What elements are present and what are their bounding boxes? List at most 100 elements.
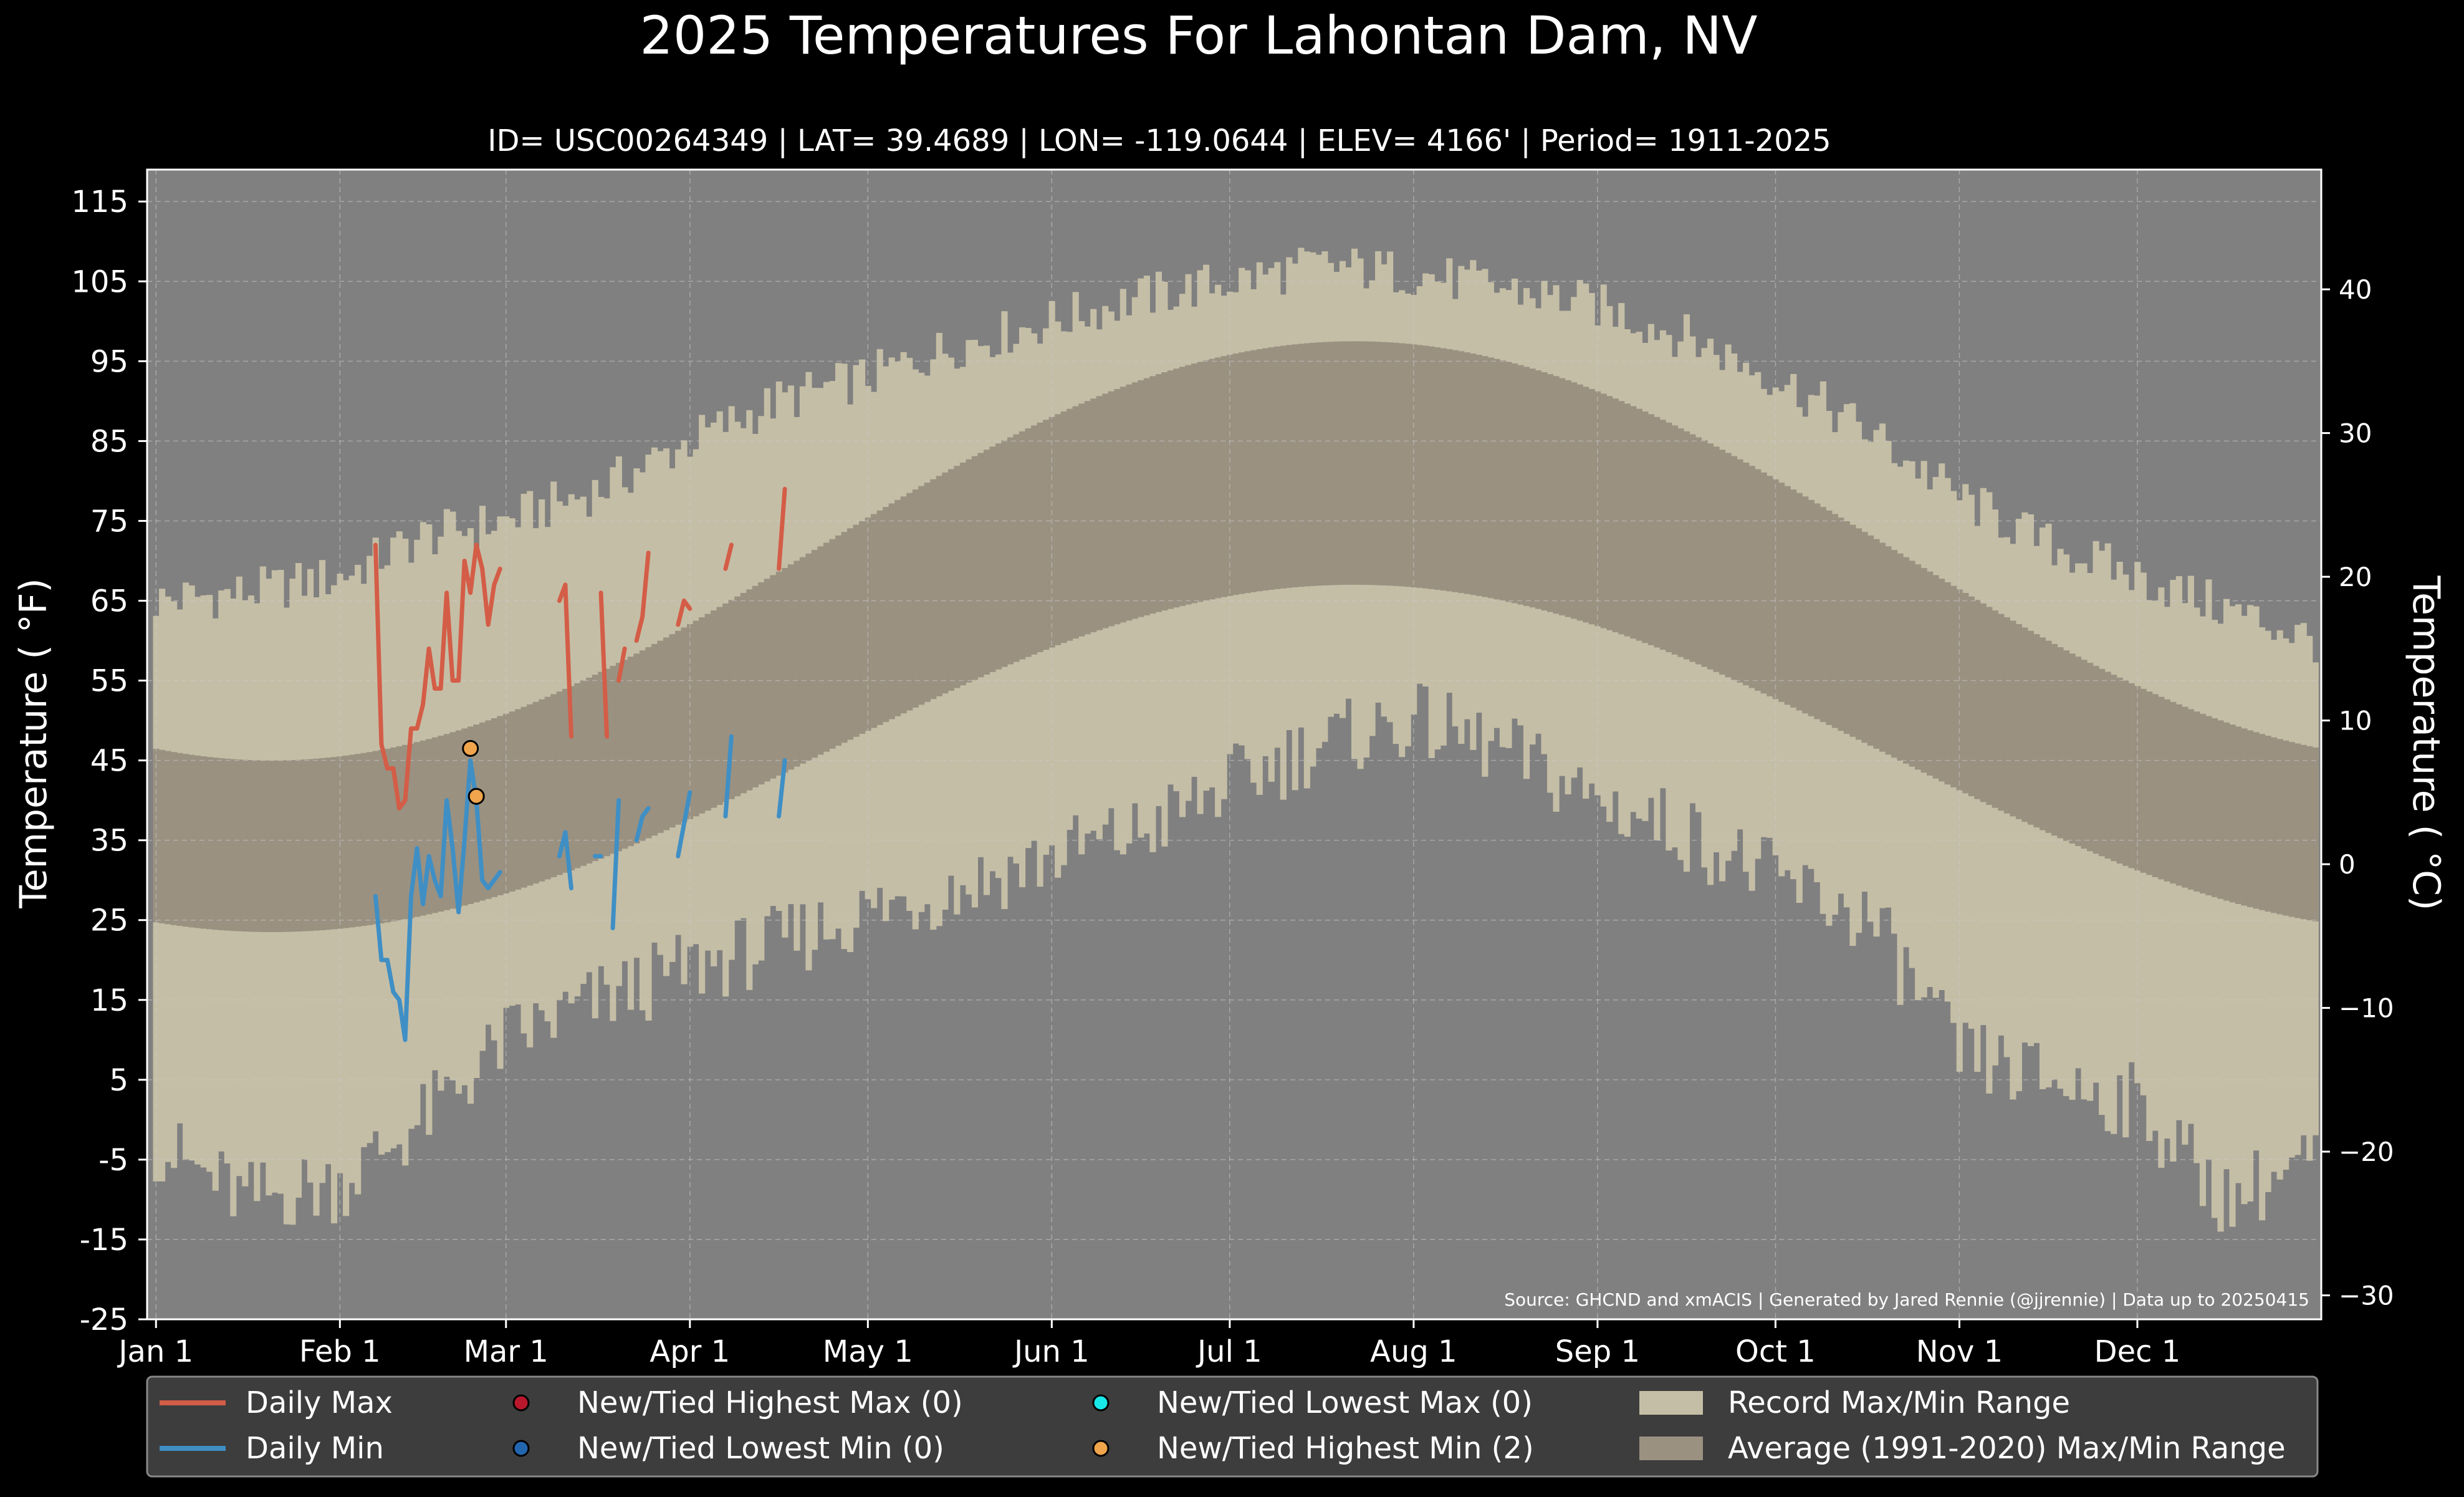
normal-range-bar [930,479,937,700]
normal-range-bar [2116,677,2123,864]
normal-range-bar [2312,747,2319,922]
normal-range-bar [1464,352,1470,594]
normal-range-bar [1031,425,1038,655]
normal-range-bar [2253,732,2260,909]
normal-range-bar [603,668,610,857]
normal-range-bar [419,740,426,916]
normal-range-bar [1594,391,1601,627]
legend-label-new-highest-max: New/Tied Highest Max (0) [577,1385,963,1420]
normal-range-bar [1220,356,1227,597]
normal-range-bar [1090,398,1097,633]
normal-range-bar [1067,408,1073,641]
normal-range-bar [491,718,498,897]
normal-range-bar [1321,342,1328,585]
normal-range-bar [1434,347,1441,590]
normal-range-bar [1932,575,1939,779]
normal-range-bar [912,489,919,708]
normal-range-bar [1458,351,1465,594]
normal-range-bar [1505,362,1512,602]
normal-range-bar [1796,493,1803,711]
normal-range-bar [942,472,949,694]
normal-range-bar [1114,388,1121,625]
normal-range-bar [1393,342,1399,586]
normal-range-bar [295,759,302,932]
record-range-bar [2241,615,2248,1205]
daily-max-series [373,486,787,811]
normal-range-bar [1612,398,1619,633]
legend-marker-new-lowest-min [512,1440,530,1457]
normal-range-bar [1369,341,1376,585]
normal-range-bar [1725,453,1732,678]
record-range-bar [2211,620,2218,1218]
normal-range-bar [1333,341,1340,585]
normal-range-bar [2051,643,2058,836]
normal-range-bar [716,607,723,806]
normal-range-bar [283,760,290,932]
axes: -25 -15 -5 5 15 25 35 45 55 65 75 85 95 105 115 −30 −20 −… [71,168,2394,1369]
normal-range-bar [1138,380,1144,617]
normal-range-bar [704,614,711,811]
y-right-tick-label: 20 [2339,562,2372,592]
normal-range-bar [2015,623,2022,819]
normal-range-bar [1944,582,1951,785]
normal-range-bar [414,742,421,917]
normal-range-bar [1363,341,1370,585]
normal-range-bar [1659,420,1666,650]
normal-range-bar [431,737,438,913]
new-highest-min-point [462,739,479,757]
normal-range-bar [983,450,990,675]
normal-range-bar [367,752,373,925]
normal-range-bar [817,546,824,755]
normal-range-bar [906,493,913,711]
normal-range-bar [1647,414,1654,645]
normal-range-bar [372,751,379,925]
normal-range-bar [693,620,699,817]
normal-range-bar [841,532,848,743]
normal-range-bar [1571,382,1578,619]
normal-range-bar [663,637,670,830]
normal-range-bar [1636,408,1642,641]
normal-range-bar [1013,434,1020,662]
normal-range-bar [556,691,563,875]
plot-frame [146,168,2323,1321]
normal-range-bar [532,701,539,884]
normal-range-bar [1831,514,1838,728]
normal-range-bar [230,759,237,931]
normal-range-bar [2099,668,2106,857]
normal-range-bar [1470,354,1477,595]
normal-range-bar [218,758,225,930]
normal-range-bar [2092,665,2099,854]
normal-range-bar [1303,343,1310,587]
normal-range-bar [503,713,510,893]
normal-range-bar [740,592,747,794]
x-tick-label: Aug 1 [1370,1334,1457,1369]
daily-max-line [634,551,651,643]
normal-range-bar [639,650,646,841]
normal-range-bar [2003,617,2010,814]
normal-range-bar [1149,376,1156,614]
y-tick-label: 65 [90,584,128,619]
y-axis-label-right: Temperature ( °C) [2404,575,2448,911]
normal-range-bar [568,686,575,871]
legend: Daily Max Daily Min New/Tied Highest Max… [146,1375,2319,1478]
legend-box [146,1375,2319,1478]
normal-range-bar [1019,431,1026,660]
x-tick-label: Dec 1 [2094,1334,2181,1369]
normal-range-bar [2027,630,2035,825]
normal-range-bar [1565,380,1571,617]
daily-max-line [777,486,787,571]
normal-range-bar [1375,342,1382,585]
normal-range-bar [793,561,800,767]
daily-min-line [373,758,502,1042]
normal-range-bar [1992,610,1998,808]
normal-range-bar [1843,521,1850,734]
y-right-tick-label: −30 [2339,1281,2394,1311]
normal-range-bar [633,653,640,844]
normal-range-bar [2205,716,2212,895]
normal-range-bar [1399,343,1406,587]
normal-range-bar [348,754,355,928]
normal-range-bar [2271,737,2278,913]
x-tick-label: May 1 [823,1334,913,1369]
normal-range-bar [918,486,925,705]
record-range-bar [2229,606,2236,1227]
